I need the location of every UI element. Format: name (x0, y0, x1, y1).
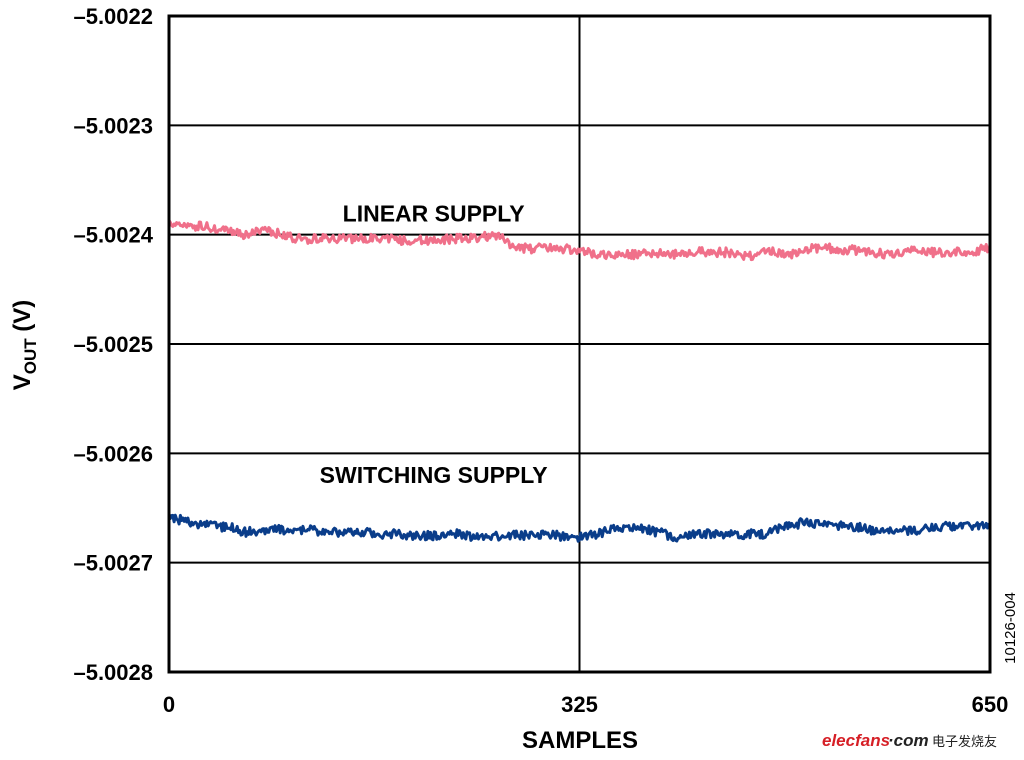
figure-id: 10126-004 (1002, 592, 1019, 664)
switching-supply-label: SWITCHING SUPPLY (320, 462, 548, 488)
x-tick-label: 650 (972, 692, 1009, 717)
x-axis-title: SAMPLES (522, 727, 638, 754)
y-tick-label: –5.0026 (73, 441, 153, 466)
y-axis-title-unit: (V) (9, 300, 36, 339)
watermark-brand: elecfans (822, 731, 890, 750)
y-axis-title-subscript: OUT (21, 338, 40, 375)
plot-frame (167, 14, 992, 674)
y-tick-label: –5.0022 (73, 4, 153, 29)
series-annotations: LINEAR SUPPLY SWITCHING SUPPLY (320, 201, 548, 488)
x-tick-label: 0 (163, 692, 175, 717)
y-tick-label: –5.0025 (73, 332, 153, 357)
y-axis-title: VOUT (V) (9, 300, 40, 391)
y-axis-title-main: V (9, 374, 36, 390)
watermark-logo: elecfans ·com 电子发烧友 (822, 731, 997, 750)
grid (168, 15, 991, 673)
y-tick-label: –5.0027 (73, 551, 153, 576)
y-tick-label: –5.0028 (73, 660, 153, 685)
x-tick-label: 325 (561, 692, 598, 717)
series-layer (167, 219, 992, 543)
y-tick-label: –5.0023 (73, 113, 153, 138)
x-tick-labels: 0 325 650 (163, 692, 1008, 717)
watermark-cn: 电子发烧友 (932, 734, 997, 750)
watermark-suffix: ·com (888, 731, 929, 750)
y-tick-label: –5.0024 (73, 223, 153, 248)
linear-supply-label: LINEAR SUPPLY (343, 201, 525, 227)
y-tick-labels: –5.0022 –5.0023 –5.0024 –5.0025 –5.0026 –5.00… (73, 4, 153, 685)
series-line-linear-supply (167, 219, 992, 262)
series-line-switching-supply (167, 513, 992, 543)
